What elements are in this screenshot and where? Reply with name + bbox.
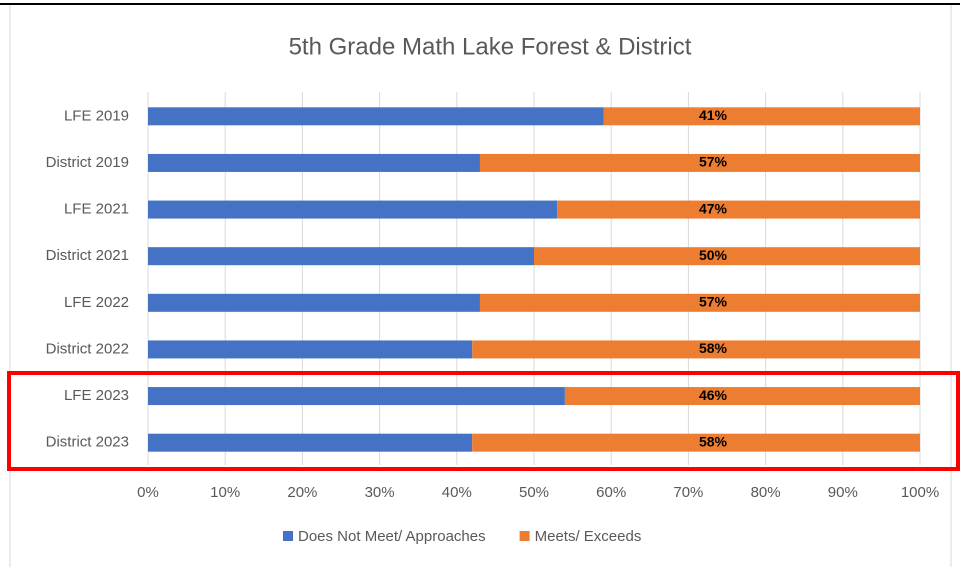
data-label: 57% (699, 294, 728, 310)
bar-segment (534, 247, 920, 266)
x-tick-label: 50% (519, 484, 549, 501)
bar-segment (479, 293, 920, 312)
y-tick-label: LFE 2023 (64, 387, 129, 404)
data-label: 41% (699, 107, 728, 123)
bar-segment (148, 387, 565, 406)
x-tick-label: 40% (442, 484, 472, 501)
bar-segment (148, 340, 473, 359)
x-tick-label: 20% (287, 484, 317, 501)
legend-swatch (519, 531, 530, 541)
x-tick-label: 90% (828, 484, 858, 501)
bar-segment (148, 153, 480, 172)
legend-label: Does Not Meet/ Approaches (298, 528, 486, 545)
bar-segment (472, 340, 920, 359)
bar-segment (148, 107, 604, 126)
data-label: 58% (699, 433, 728, 449)
plot: 0% 10% 20% 30% 40% 50% 60% 70% 80% 90% 100% LFE 201… (46, 92, 939, 545)
y-tick-label: District 2019 (46, 154, 129, 171)
y-tick-label: LFE 2022 (64, 294, 129, 311)
bar-segment (148, 247, 534, 266)
data-label: 58% (699, 340, 728, 356)
x-tick-label: 80% (751, 484, 781, 501)
y-tick-label: LFE 2019 (64, 107, 129, 124)
bar-segment (148, 200, 558, 219)
data-label: 47% (699, 200, 728, 216)
legend-swatch (283, 531, 293, 541)
x-tick-label: 0% (137, 484, 159, 501)
x-tick-label: 30% (365, 484, 395, 501)
chart-title: 5th Grade Math Lake Forest & District (289, 33, 692, 60)
bar-segment (479, 153, 920, 172)
x-tick-label: 100% (901, 484, 939, 501)
bar-segment (472, 433, 920, 452)
bar-segment (564, 387, 920, 406)
y-tick-label: District 2022 (46, 340, 129, 357)
bar-segment (603, 107, 920, 126)
y-tick-label: District 2021 (46, 247, 129, 264)
data-label: 57% (699, 154, 728, 170)
data-label: 46% (699, 387, 728, 403)
bar-segment (557, 200, 920, 219)
x-tick-label: 70% (673, 484, 703, 501)
legend-label: Meets/ Exceeds (535, 528, 642, 545)
data-label: 50% (699, 247, 728, 263)
y-tick-label: LFE 2021 (64, 201, 129, 218)
bar-segment (148, 293, 480, 312)
x-tick-label: 10% (210, 484, 240, 501)
y-tick-label: District 2023 (46, 434, 129, 451)
highlight-box (7, 371, 960, 471)
x-tick-label: 60% (596, 484, 626, 501)
bar-segment (148, 433, 473, 452)
